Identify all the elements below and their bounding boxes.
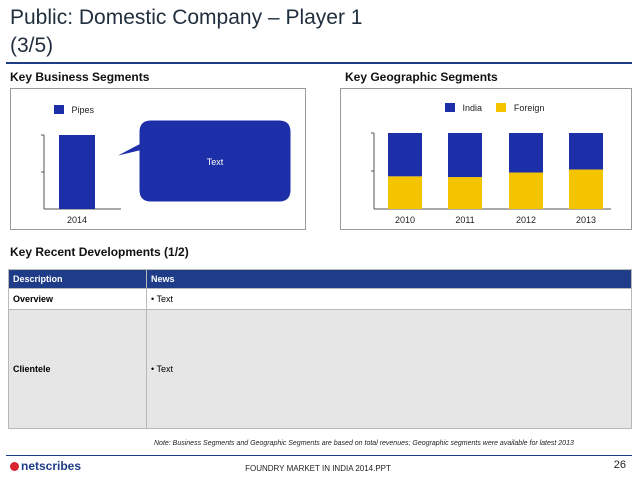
bar-foreign-segment [448,177,482,209]
developments-table: Description News Overview • Text Cliente… [8,269,632,429]
foreign-legend-label: Foreign [513,102,545,113]
row-description: Overview [8,288,147,310]
callout-text: Text [206,157,224,167]
bar-foreign-segment [509,172,543,209]
business-segments-heading: Key Business Segments [10,70,150,84]
geo-x-tick-label: 2011 [455,215,475,225]
company-logo: netscribes [10,459,81,473]
bar-foreign-segment [569,169,603,209]
geo-x-tick-label: 2013 [575,215,597,225]
footer-file-name: FOUNDRY MARKET IN INDIA 2014.PPT [245,464,391,473]
logo-text: netscribes [21,459,82,473]
column-header-description: Description [8,269,147,289]
india-legend-label: India [462,102,482,113]
logo-mark-icon [10,462,19,472]
india-legend-swatch [445,103,455,113]
geo-x-tick-label: 2012 [515,215,537,225]
geographic-segments-plot [371,132,611,210]
business-segments-chart: Pipes 2014 Text [10,88,306,230]
table-row: Clientele • Text [8,309,632,429]
row-news: • Text [146,309,632,429]
business-x-tick-label: 2014 [66,215,88,225]
pipes-legend-label: Pipes [71,104,94,115]
page-title-line1: Public: Domestic Company – Player 1 [10,6,363,29]
page-title: Public: Domestic Company – Player 1 (3/5… [10,4,630,60]
row-news: • Text [146,288,632,310]
pipes-legend-swatch [54,105,64,115]
bar-india-segment [388,133,422,177]
page-title-line2: (3/5) [10,34,54,57]
row-description: Clientele [8,309,147,429]
geographic-segments-chart: India Foreign 2010 2011 2012 2013 [340,88,632,230]
title-divider [6,62,632,64]
developments-heading: Key Recent Developments (1/2) [10,245,189,259]
geographic-segments-heading: Key Geographic Segments [345,70,498,84]
callout-shape [113,119,292,203]
developments-table-wrap: Description News Overview • Text Cliente… [8,269,632,429]
table-row: Overview • Text [8,288,632,310]
bar-india-segment [509,133,543,173]
bar-foreign-segment [388,176,422,209]
footer-divider [6,455,632,456]
bar-india-segment [448,133,482,178]
footnote: Note: Business Segments and Geographic S… [154,440,574,447]
column-header-news: News [146,269,632,289]
geo-legend: India Foreign [445,99,544,117]
foreign-legend-swatch [496,103,507,113]
table-header-row: Description News [8,269,632,289]
pipes-legend: Pipes [54,101,94,119]
geo-x-tick-label: 2010 [394,215,416,225]
page-number: 26 [613,459,626,471]
bar-pipes [59,135,95,209]
business-segments-plot [41,134,121,210]
bar-india-segment [569,133,603,170]
